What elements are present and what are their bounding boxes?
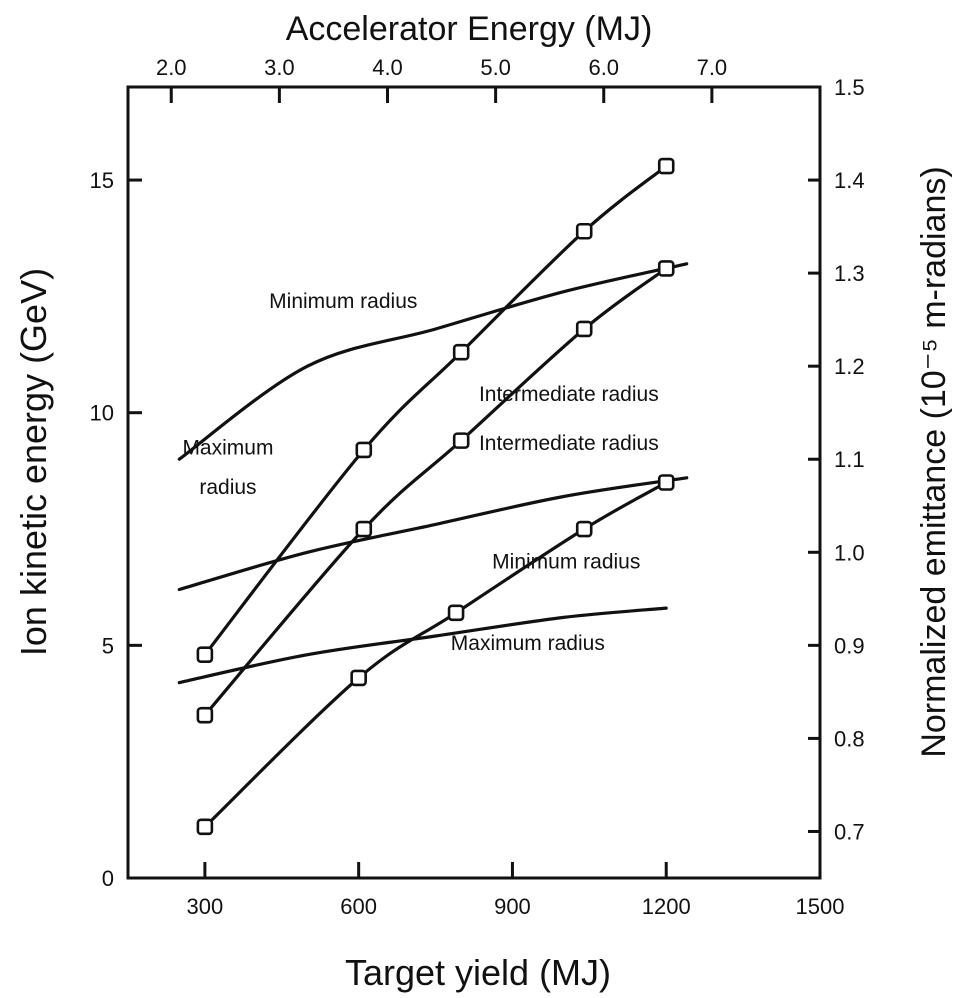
top-tick-label: 3.0: [264, 55, 295, 80]
right-tick-label: 1.0: [834, 540, 865, 565]
x-tick-label: 1500: [796, 894, 845, 919]
series-line-1: [203, 164, 668, 657]
data-point-marker: [657, 260, 675, 277]
data-point-marker: [452, 432, 470, 449]
top-tick-label: 5.0: [480, 55, 511, 80]
right-tick-label: 1.5: [834, 75, 865, 100]
series-line-2: [203, 266, 668, 717]
data-point-marker: [196, 706, 214, 724]
annotation-label: Minimum radius: [269, 290, 417, 313]
y-axis-title: Ion kinetic energy (GeV): [13, 268, 54, 656]
series-line-5: [177, 476, 689, 592]
right-tick-label: 1.1: [834, 447, 865, 472]
x-tick-label: 1200: [642, 894, 691, 919]
annotation-label: Maximum radius: [451, 632, 605, 655]
plot-frame: [126, 85, 822, 880]
data-point-marker: [355, 520, 373, 538]
annotation-label: Intermediate radius: [479, 383, 659, 406]
top-tick-label: 2.0: [156, 55, 187, 80]
right-tick-label: 0.8: [834, 726, 865, 751]
right-axis-title: Normalized emittance (10⁻⁵ m-radians): [915, 166, 953, 757]
top-tick-label: 6.0: [588, 55, 619, 80]
data-point-marker: [657, 157, 675, 175]
x-tick-label: 600: [340, 894, 377, 919]
series-line-6: [177, 606, 668, 685]
y-tick-label: 15: [90, 168, 114, 193]
data-point-marker: [355, 441, 373, 459]
annotation-label: Intermediate radius: [479, 432, 659, 455]
data-point-marker: [575, 520, 593, 538]
data-point-marker: [350, 669, 367, 687]
right-tick-label: 1.4: [834, 168, 865, 193]
annotation-label: Minimum radius: [492, 551, 640, 574]
annotation-label: radius: [199, 476, 256, 499]
data-point-marker: [657, 474, 675, 491]
x-tick-label: 300: [187, 894, 224, 919]
data-point-marker: [575, 222, 593, 240]
top-axis-title: Accelerator Energy (MJ): [286, 10, 653, 48]
right-tick-label: 1.3: [834, 261, 865, 286]
right-tick-label: 0.9: [834, 633, 865, 658]
data-point-marker: [447, 604, 465, 622]
series-line-4: [177, 262, 689, 461]
y-tick-label: 5: [102, 633, 114, 658]
data-point-marker: [575, 320, 593, 338]
annotation-label: Maximum: [182, 437, 273, 460]
data-point-marker: [196, 646, 214, 663]
right-tick-label: 0.7: [834, 819, 865, 844]
x-tick-label: 900: [494, 894, 531, 919]
data-point-marker: [196, 818, 214, 836]
right-tick-label: 1.2: [834, 354, 865, 379]
top-tick-label: 4.0: [372, 55, 403, 80]
y-tick-label: 0: [102, 866, 114, 891]
top-tick-label: 7.0: [697, 55, 728, 80]
data-point-marker: [452, 343, 470, 361]
x-axis-title: Target yield (MJ): [345, 952, 611, 993]
y-tick-label: 10: [90, 401, 114, 426]
